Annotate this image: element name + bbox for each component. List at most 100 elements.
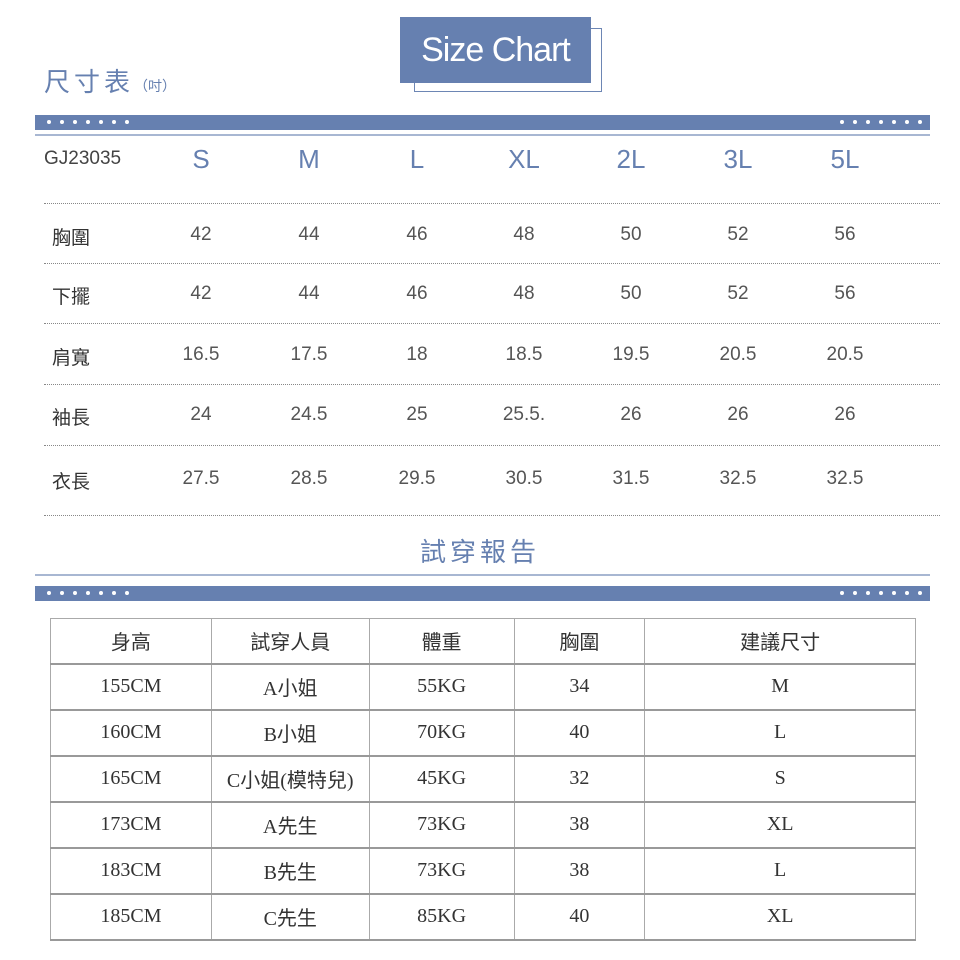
divider <box>35 574 930 576</box>
size-header: 3L <box>723 144 753 174</box>
table-cell: 55KG <box>368 663 515 710</box>
size-chart-heading-text: 尺寸表 <box>44 68 135 98</box>
column-header: 身高 <box>50 618 212 664</box>
page-title: Size Chart <box>400 17 591 83</box>
measurement-value: 31.5 <box>612 468 650 489</box>
table-row: 155CM A小姐 55KG 34 M <box>50 663 916 710</box>
measurement-label: 袖長 <box>52 407 91 429</box>
table-cell: XL <box>644 801 916 848</box>
measurement-value: 48 <box>513 224 535 245</box>
table-cell: XL <box>644 893 916 940</box>
table-cell: L <box>644 709 916 756</box>
measurement-value: 52 <box>727 224 749 245</box>
table-cell: 73KG <box>368 847 515 894</box>
decorative-band <box>35 115 930 130</box>
table-row: 185CM C先生 85KG 40 XL <box>50 893 916 940</box>
measurement-value: 29.5 <box>398 468 436 489</box>
measurement-value: 24.5 <box>290 404 328 425</box>
size-header: S <box>192 144 210 174</box>
measurement-value: 32.5 <box>826 468 864 489</box>
measurement-value: 48 <box>513 283 535 304</box>
table-cell: A小姐 <box>210 663 370 710</box>
divider <box>35 134 930 136</box>
measurement-label: 胸圍 <box>52 227 91 249</box>
measurement-value: 26 <box>834 404 856 425</box>
measurement-label: 肩寬 <box>52 347 91 369</box>
size-chart-heading: 尺寸表（吋） <box>44 62 176 99</box>
table-row: 165CM C小姐(模特兒) 45KG 32 S <box>50 755 916 802</box>
size-header: M <box>298 144 320 174</box>
decorative-band <box>35 586 930 601</box>
measurement-value: 20.5 <box>826 344 864 365</box>
column-header: 試穿人員 <box>210 618 370 664</box>
measurement-label: 衣長 <box>52 471 91 493</box>
dotted-divider <box>44 203 940 204</box>
measurement-value: 42 <box>190 224 212 245</box>
table-cell: 38 <box>513 801 646 848</box>
table-cell: 38 <box>513 847 646 894</box>
table-cell: 183CM <box>50 847 212 894</box>
style-code: GJ23035 <box>44 148 122 169</box>
fitting-report-title: 試穿報告 <box>419 538 540 568</box>
table-cell: 155CM <box>50 663 212 710</box>
table-cell: 73KG <box>368 801 515 848</box>
table-cell: C先生 <box>210 893 370 940</box>
measurement-value: 42 <box>190 283 212 304</box>
table-cell: 185CM <box>50 893 212 940</box>
size-header: 5L <box>830 144 860 174</box>
table-cell: 45KG <box>368 755 515 802</box>
table-cell: C小姐(模特兒) <box>210 755 370 802</box>
table-cell: B先生 <box>210 847 370 894</box>
measurement-value: 25.5. <box>502 404 546 425</box>
table-row: 173CM A先生 73KG 38 XL <box>50 801 916 848</box>
measurement-value: 46 <box>406 224 428 245</box>
table-cell: A先生 <box>210 801 370 848</box>
table-cell: 165CM <box>50 755 212 802</box>
table-cell: 34 <box>513 663 646 710</box>
table-cell: 160CM <box>50 709 212 756</box>
fitting-report-table: 身高 試穿人員 體重 胸圍 建議尺寸 155CM A小姐 55KG 34 M 160CM B小姐 70K… <box>50 618 916 941</box>
measurement-value: 50 <box>620 283 642 304</box>
table-cell: 173CM <box>50 801 212 848</box>
size-header: L <box>409 144 425 174</box>
measurement-value: 56 <box>834 224 856 245</box>
measurement-value: 26 <box>620 404 642 425</box>
measurement-value: 26 <box>727 404 749 425</box>
measurement-value: 56 <box>834 283 856 304</box>
measurement-value: 44 <box>298 283 320 304</box>
measurement-value: 27.5 <box>182 468 220 489</box>
table-cell: 40 <box>513 709 646 756</box>
dotted-divider <box>44 515 940 516</box>
dotted-divider <box>44 263 940 264</box>
table-cell: 85KG <box>368 893 515 940</box>
measurement-value: 19.5 <box>612 344 650 365</box>
measurement-value: 20.5 <box>719 344 757 365</box>
column-header: 建議尺寸 <box>644 618 916 664</box>
table-row: 160CM B小姐 70KG 40 L <box>50 709 916 756</box>
measurement-value: 17.5 <box>290 344 328 365</box>
table-cell: 70KG <box>368 709 515 756</box>
measurement-label: 下擺 <box>52 286 91 308</box>
measurement-value: 25 <box>406 404 428 425</box>
measurement-value: 16.5 <box>182 344 220 365</box>
dotted-divider <box>44 445 940 446</box>
size-header: XL <box>508 144 540 174</box>
measurement-value: 30.5 <box>505 468 543 489</box>
table-cell: S <box>644 755 916 802</box>
table-cell: B小姐 <box>210 709 370 756</box>
measurement-value: 32.5 <box>719 468 757 489</box>
table-cell: L <box>644 847 916 894</box>
measurement-value: 24 <box>190 404 212 425</box>
measurement-value: 18.5 <box>505 344 543 365</box>
measurement-value: 46 <box>406 283 428 304</box>
table-cell: M <box>644 663 916 710</box>
column-header: 體重 <box>368 618 515 664</box>
measurement-value: 44 <box>298 224 320 245</box>
size-header: 2L <box>616 144 646 174</box>
table-row: 183CM B先生 73KG 38 L <box>50 847 916 894</box>
column-header: 胸圍 <box>513 618 646 664</box>
dotted-divider <box>44 323 940 324</box>
measurement-value: 50 <box>620 224 642 245</box>
measurement-value: 52 <box>727 283 749 304</box>
table-cell: 32 <box>513 755 646 802</box>
